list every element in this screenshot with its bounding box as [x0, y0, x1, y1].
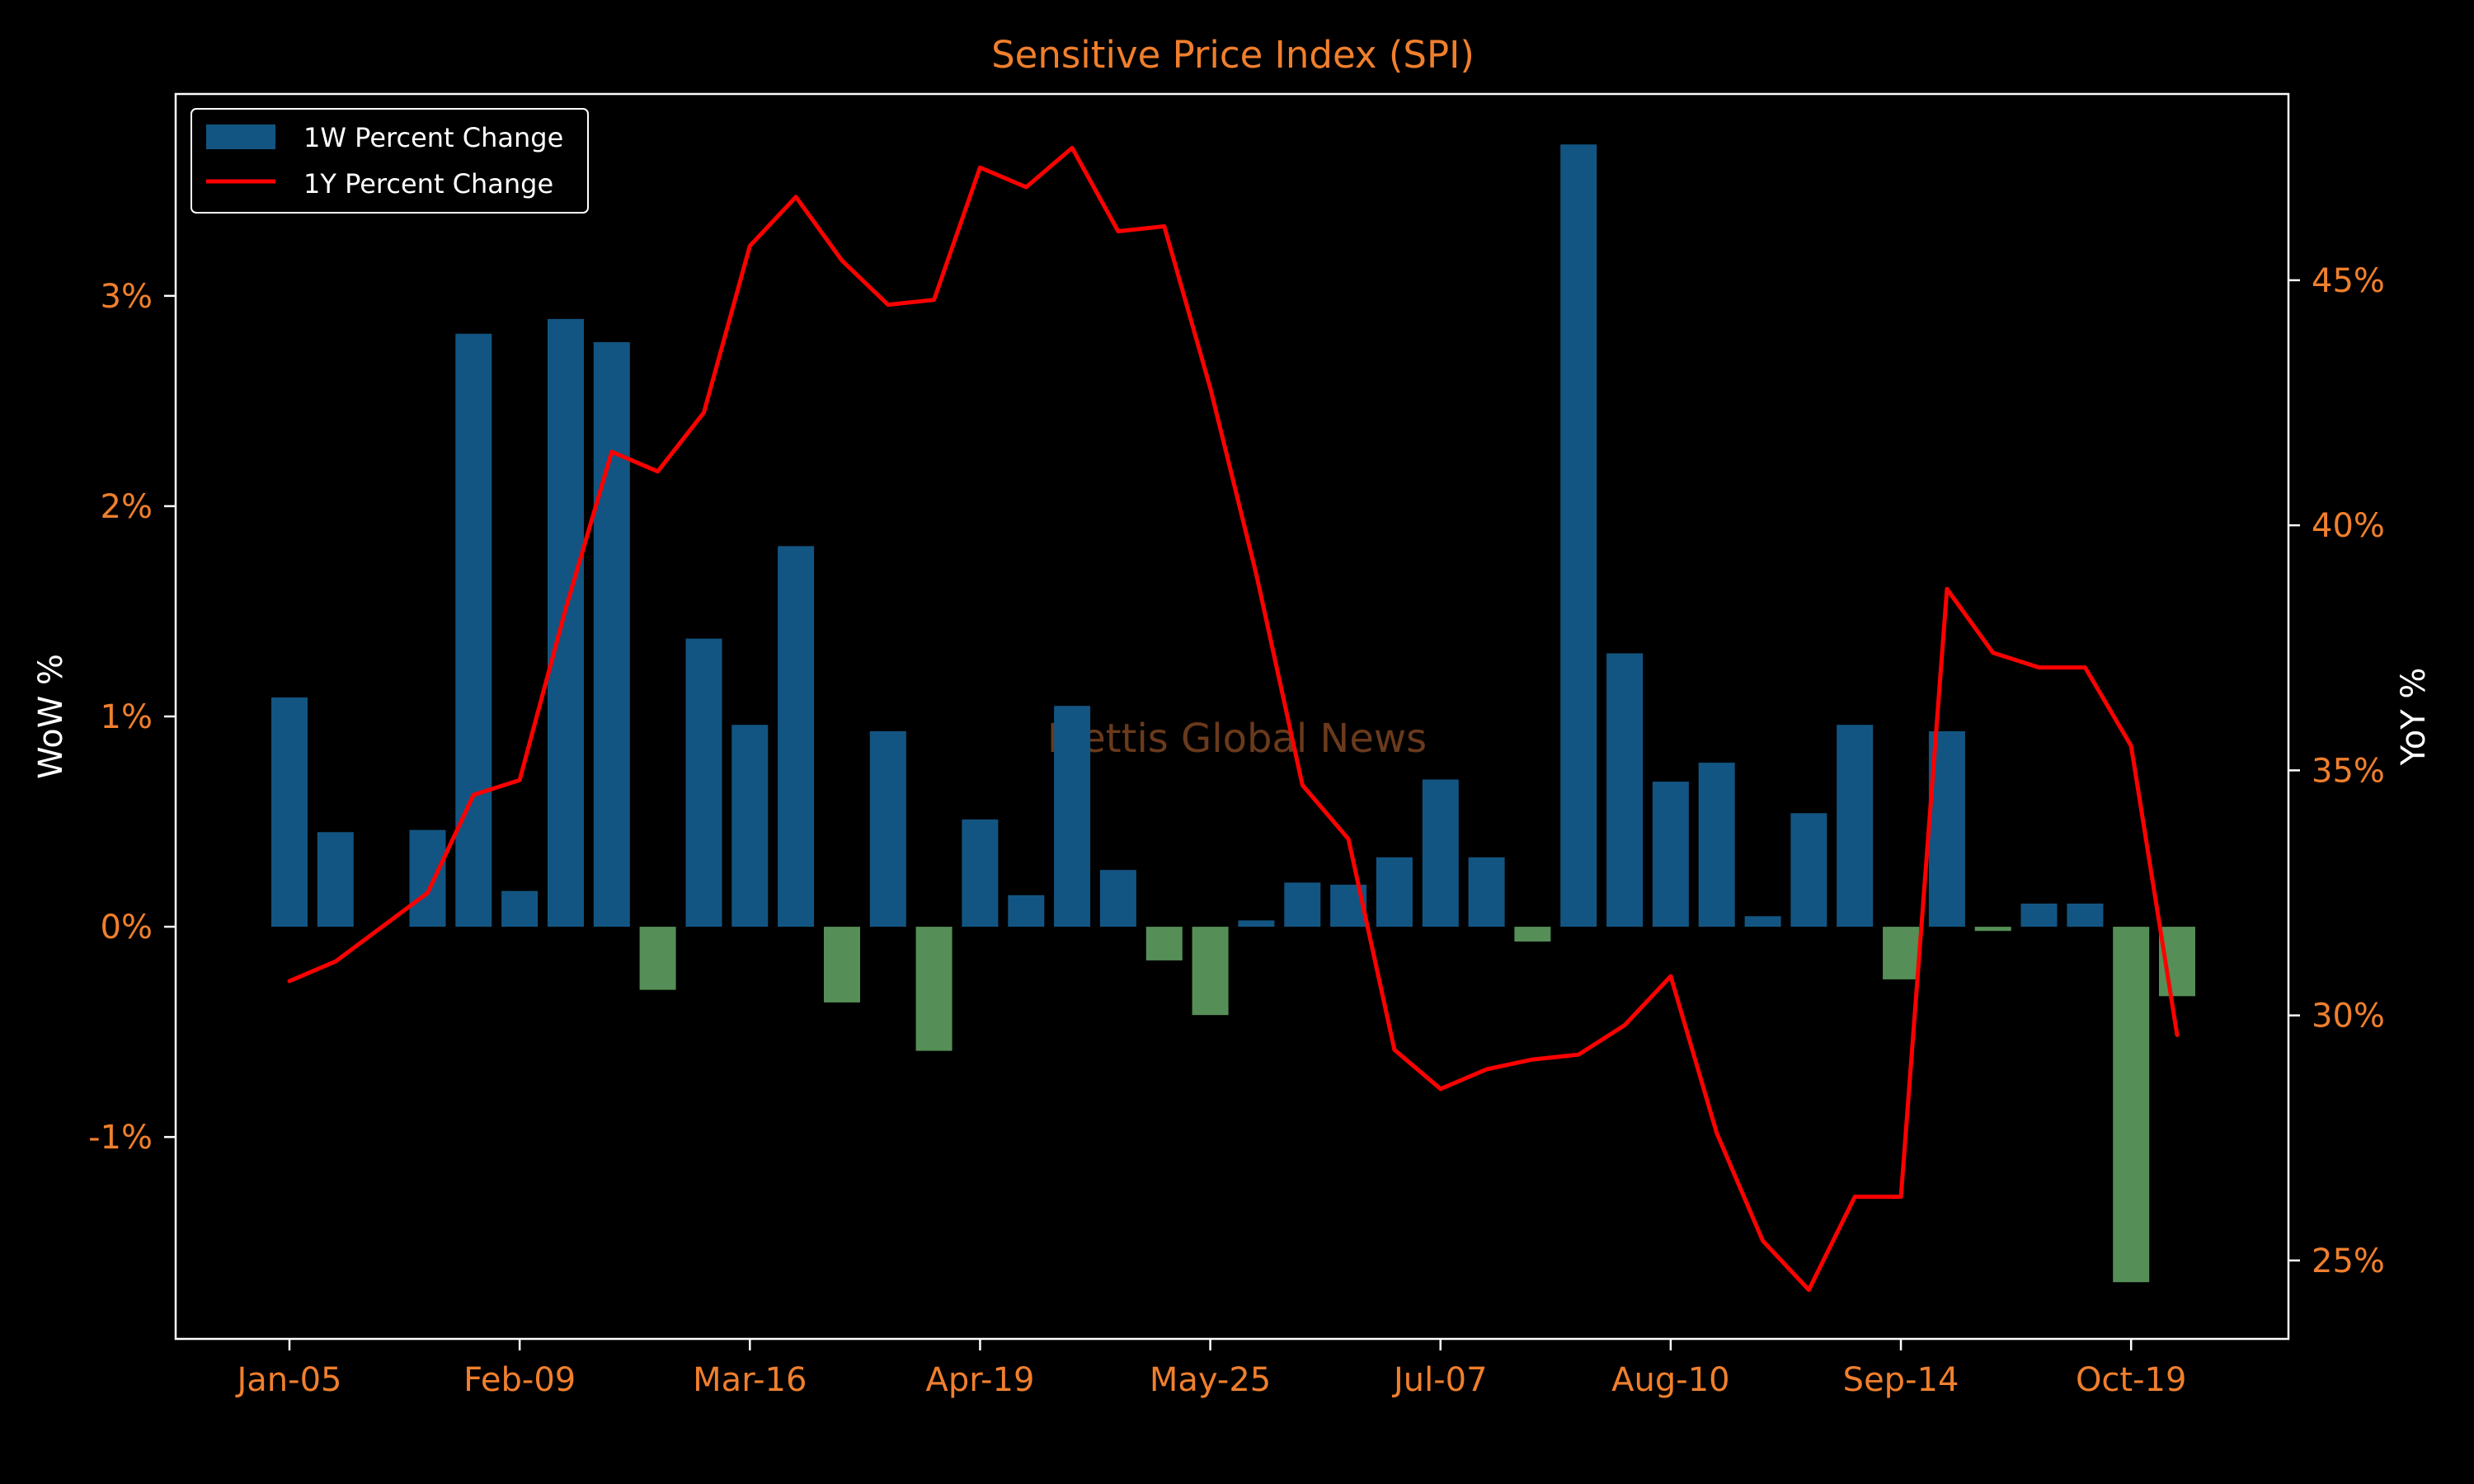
bar-1w: [1099, 870, 1136, 928]
line-series-1y: [287, 145, 2180, 1293]
y-left-tick-label: 1%: [101, 698, 153, 736]
bar-1w: [1698, 763, 1735, 928]
bar-1w: [2113, 927, 2150, 1283]
bar-1w: [1192, 927, 1229, 1016]
x-tick-label: Jan-05: [235, 1361, 342, 1399]
bar-1w: [1145, 927, 1183, 960]
x-tick-label: Oct-19: [2076, 1361, 2187, 1399]
y-right-tick-label: 25%: [2312, 1242, 2385, 1280]
bar-1w: [1008, 895, 1045, 928]
bar-1w: [778, 546, 815, 928]
bar-1w: [271, 697, 308, 927]
bar-1w: [1422, 779, 1459, 927]
y-right-tick-label: 30%: [2312, 998, 2385, 1036]
legend-box: [190, 108, 589, 214]
bar-1w: [1054, 706, 1091, 927]
bar-1w: [1606, 653, 1644, 928]
line-1y: [287, 145, 2180, 1293]
x-tick-label: Feb-09: [463, 1361, 576, 1399]
bar-1w: [731, 725, 769, 928]
y-axis-right-label: YoY %: [2395, 668, 2433, 767]
y-right-tick-label: 35%: [2312, 752, 2385, 790]
y-left-tick-label: 2%: [101, 488, 153, 526]
bar-1w: [1837, 725, 1874, 928]
bar-series-1w: [271, 144, 2195, 1283]
y-left-tick-label: 3%: [101, 278, 153, 316]
bar-1w: [1560, 144, 1597, 928]
y-left-tick-label: -1%: [88, 1119, 153, 1157]
bar-1w: [409, 829, 446, 927]
bar-1w: [548, 318, 584, 927]
bar-1w: [1974, 927, 2011, 932]
bar-1w: [1468, 857, 1505, 928]
bar-1w: [501, 890, 539, 928]
legend: 1W Percent Change 1Y Percent Change: [190, 108, 589, 214]
y-left-tick-label: 0%: [101, 909, 153, 946]
bar-1w: [1744, 916, 1781, 928]
bar-1w: [1883, 927, 1920, 979]
y-right-tick-label: 45%: [2312, 262, 2385, 300]
x-tick-label: May-25: [1150, 1361, 1271, 1399]
y-axis-right: 25% 30% 35% 40% 45%: [2288, 262, 2385, 1280]
legend-swatch-bar: [206, 124, 275, 149]
y-axis-left-label: WoW %: [32, 654, 70, 779]
legend-label-bar: 1W Percent Change: [303, 122, 563, 153]
x-tick-label: Mar-16: [693, 1361, 807, 1399]
bar-1w: [685, 638, 722, 927]
y-right-tick-label: 40%: [2312, 507, 2385, 545]
bar-1w: [869, 730, 906, 928]
bar-1w: [2020, 904, 2058, 928]
bar-1w: [1284, 882, 1321, 928]
x-tick-label: Apr-19: [925, 1361, 1034, 1399]
chart-title: Sensitive Price Index (SPI): [991, 33, 1475, 77]
bar-1w: [639, 927, 676, 990]
x-tick-label: Sep-14: [1843, 1361, 1959, 1399]
y-axis-left: -1% 0% 1% 2% 3%: [88, 278, 176, 1157]
bar-1w: [1376, 857, 1413, 928]
x-axis: Jan-05 Feb-09 Mar-16 Apr-19 May-25 Jul-07 Aug-…: [235, 1339, 2187, 1399]
bar-1w: [962, 819, 999, 928]
bar-1w: [317, 832, 354, 928]
x-tick-label: Jul-07: [1391, 1361, 1488, 1399]
watermark-text: Mettis Global News: [1047, 716, 1427, 762]
bar-1w: [824, 927, 860, 1003]
bar-1w: [1790, 813, 1827, 927]
bar-1w: [455, 333, 492, 928]
bar-1w: [1238, 920, 1275, 928]
bar-1w: [2067, 904, 2104, 928]
bar-1w: [1652, 782, 1689, 928]
x-tick-label: Aug-10: [1611, 1361, 1729, 1399]
legend-label-line: 1Y Percent Change: [303, 168, 553, 200]
bar-1w: [915, 927, 952, 1051]
bar-1w: [1514, 927, 1551, 942]
bar-1w: [593, 342, 630, 928]
